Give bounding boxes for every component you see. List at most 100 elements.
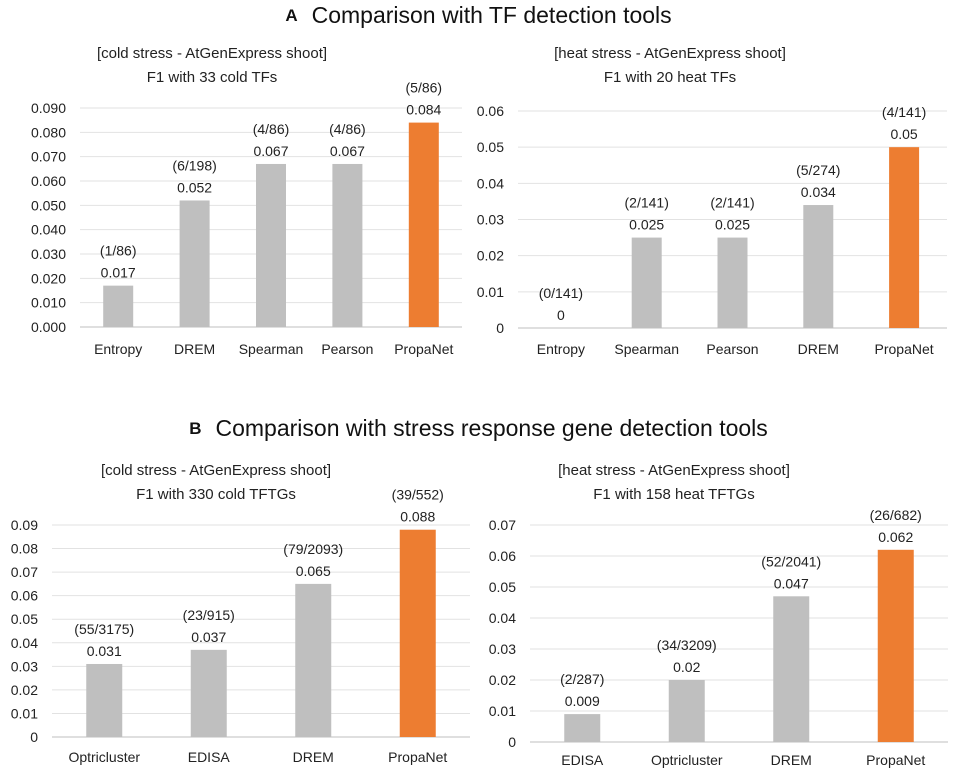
data-label-count: (4/141) [882, 104, 926, 120]
bar-drem [295, 583, 332, 737]
data-label-count: (26/682) [870, 507, 922, 523]
data-label-value: 0.067 [253, 143, 288, 159]
y-tick-label: 0.06 [477, 103, 504, 119]
y-tick-label: 0 [508, 734, 516, 750]
data-label-value: 0.034 [801, 184, 836, 200]
y-tick-label: 0.04 [489, 610, 516, 626]
bar-spearman [256, 163, 286, 327]
y-tick-label: 0.08 [11, 541, 38, 557]
y-tick-label: 0.02 [477, 248, 504, 264]
bar-drem [773, 596, 810, 742]
x-tick-label: PropaNet [866, 752, 925, 768]
data-label-count: (39/552) [392, 487, 444, 503]
y-tick-label: 0.080 [31, 124, 66, 140]
y-tick-label: 0.05 [477, 139, 504, 155]
y-tick-label: 0.09 [11, 517, 38, 533]
data-label-value: 0.088 [400, 509, 435, 525]
bar-edisa [564, 714, 601, 742]
y-tick-label: 0.03 [11, 658, 38, 674]
y-tick-label: 0.01 [11, 705, 38, 721]
bar-propanet [889, 147, 920, 328]
data-label-value: 0.02 [673, 659, 700, 675]
x-tick-label: Spearman [614, 341, 679, 357]
chart-title-line2: F1 with 20 heat TFs [604, 69, 736, 86]
chart-title-line1: [heat stress - AtGenExpress shoot] [558, 462, 790, 479]
x-tick-label: Pearson [706, 341, 758, 357]
data-label-value: 0.037 [191, 629, 226, 645]
bar-optricluster [668, 680, 705, 742]
bar-edisa [190, 649, 227, 737]
panel-b-letter: B [189, 419, 202, 438]
data-label-value: 0.052 [177, 179, 212, 195]
y-tick-label: 0.07 [489, 517, 516, 533]
chart-title-line1: [heat stress - AtGenExpress shoot] [554, 45, 786, 62]
x-tick-label: EDISA [561, 752, 604, 768]
data-label-count: (6/198) [172, 157, 216, 173]
y-tick-label: 0.050 [31, 197, 66, 213]
y-tick-label: 0.03 [489, 641, 516, 657]
data-label-count: (52/2041) [761, 553, 821, 569]
data-label-count: (5/86) [406, 80, 443, 96]
y-tick-label: 0.02 [11, 682, 38, 698]
y-tick-label: 0.060 [31, 173, 66, 189]
x-tick-label: PropaNet [394, 341, 453, 357]
chart-title-line1: [cold stress - AtGenExpress shoot] [97, 45, 327, 62]
y-tick-label: 0.02 [489, 672, 516, 688]
y-tick-label: 0.06 [11, 588, 38, 604]
y-tick-label: 0.030 [31, 246, 66, 262]
data-label-value: 0.067 [330, 143, 365, 159]
data-label-count: (34/3209) [657, 637, 717, 653]
x-tick-label: EDISA [188, 749, 231, 765]
panel-b-title-text: Comparison with stress response gene det… [215, 415, 768, 441]
chart-title-line2: F1 with 158 heat TFTGs [593, 486, 754, 503]
bar-pearson [717, 237, 748, 328]
data-label-value: 0.062 [878, 529, 913, 545]
data-label-count: (0/141) [539, 285, 583, 301]
bar-propanet [877, 549, 914, 742]
data-label-count: (2/141) [625, 195, 669, 211]
y-tick-label: 0.05 [11, 611, 38, 627]
x-tick-label: Entropy [537, 341, 585, 357]
y-tick-label: 0.01 [477, 284, 504, 300]
chart-heat-tftg: [heat stress - AtGenExpress shoot] F1 wit… [489, 462, 948, 768]
data-label-value: 0.009 [565, 693, 600, 709]
chart-cold-tftg: [cold stress - AtGenExpress shoot] F1 wit… [11, 462, 470, 765]
y-tick-label: 0.01 [489, 703, 516, 719]
x-tick-label: DREM [798, 341, 839, 357]
x-tick-label: Optricluster [651, 752, 723, 768]
x-tick-label: Spearman [239, 341, 304, 357]
y-tick-label: 0.05 [489, 579, 516, 595]
data-label-count: (4/86) [329, 121, 366, 137]
y-tick-label: 0.06 [489, 548, 516, 564]
panel-a-title: A Comparison with TF detection tools [0, 2, 957, 29]
data-label-value: 0.047 [774, 575, 809, 591]
y-tick-label: 0.040 [31, 222, 66, 238]
y-tick-label: 0.090 [31, 100, 66, 116]
y-tick-label: 0.000 [31, 319, 66, 335]
y-tick-label: 0.04 [477, 175, 504, 191]
y-tick-label: 0.020 [31, 270, 66, 286]
y-tick-label: 0.03 [477, 212, 504, 228]
data-label-count: (2/287) [560, 671, 604, 687]
data-label-value: 0.025 [629, 217, 664, 233]
data-label-value: 0.084 [406, 102, 441, 118]
chart-title-line1: [cold stress - AtGenExpress shoot] [101, 462, 331, 479]
data-label-value: 0.031 [87, 643, 122, 659]
bar-spearman [631, 237, 662, 328]
chart-heat-tf: [heat stress - AtGenExpress shoot] F1 wit… [477, 45, 947, 357]
data-label-count: (55/3175) [74, 621, 134, 637]
x-tick-label: PropaNet [388, 749, 447, 765]
x-tick-label: Optricluster [68, 749, 140, 765]
data-label-count: (5/274) [796, 162, 840, 178]
data-label-value: 0.025 [715, 217, 750, 233]
x-tick-label: Pearson [321, 341, 373, 357]
chart-title-line2: F1 with 33 cold TFs [147, 69, 278, 86]
data-label-value: 0.017 [101, 265, 136, 281]
x-tick-label: DREM [293, 749, 334, 765]
bar-optricluster [86, 663, 123, 737]
x-tick-label: Entropy [94, 341, 142, 357]
data-label-value: 0.065 [296, 563, 331, 579]
x-tick-label: DREM [174, 341, 215, 357]
data-label-count: (79/2093) [283, 541, 343, 557]
y-tick-label: 0.010 [31, 295, 66, 311]
